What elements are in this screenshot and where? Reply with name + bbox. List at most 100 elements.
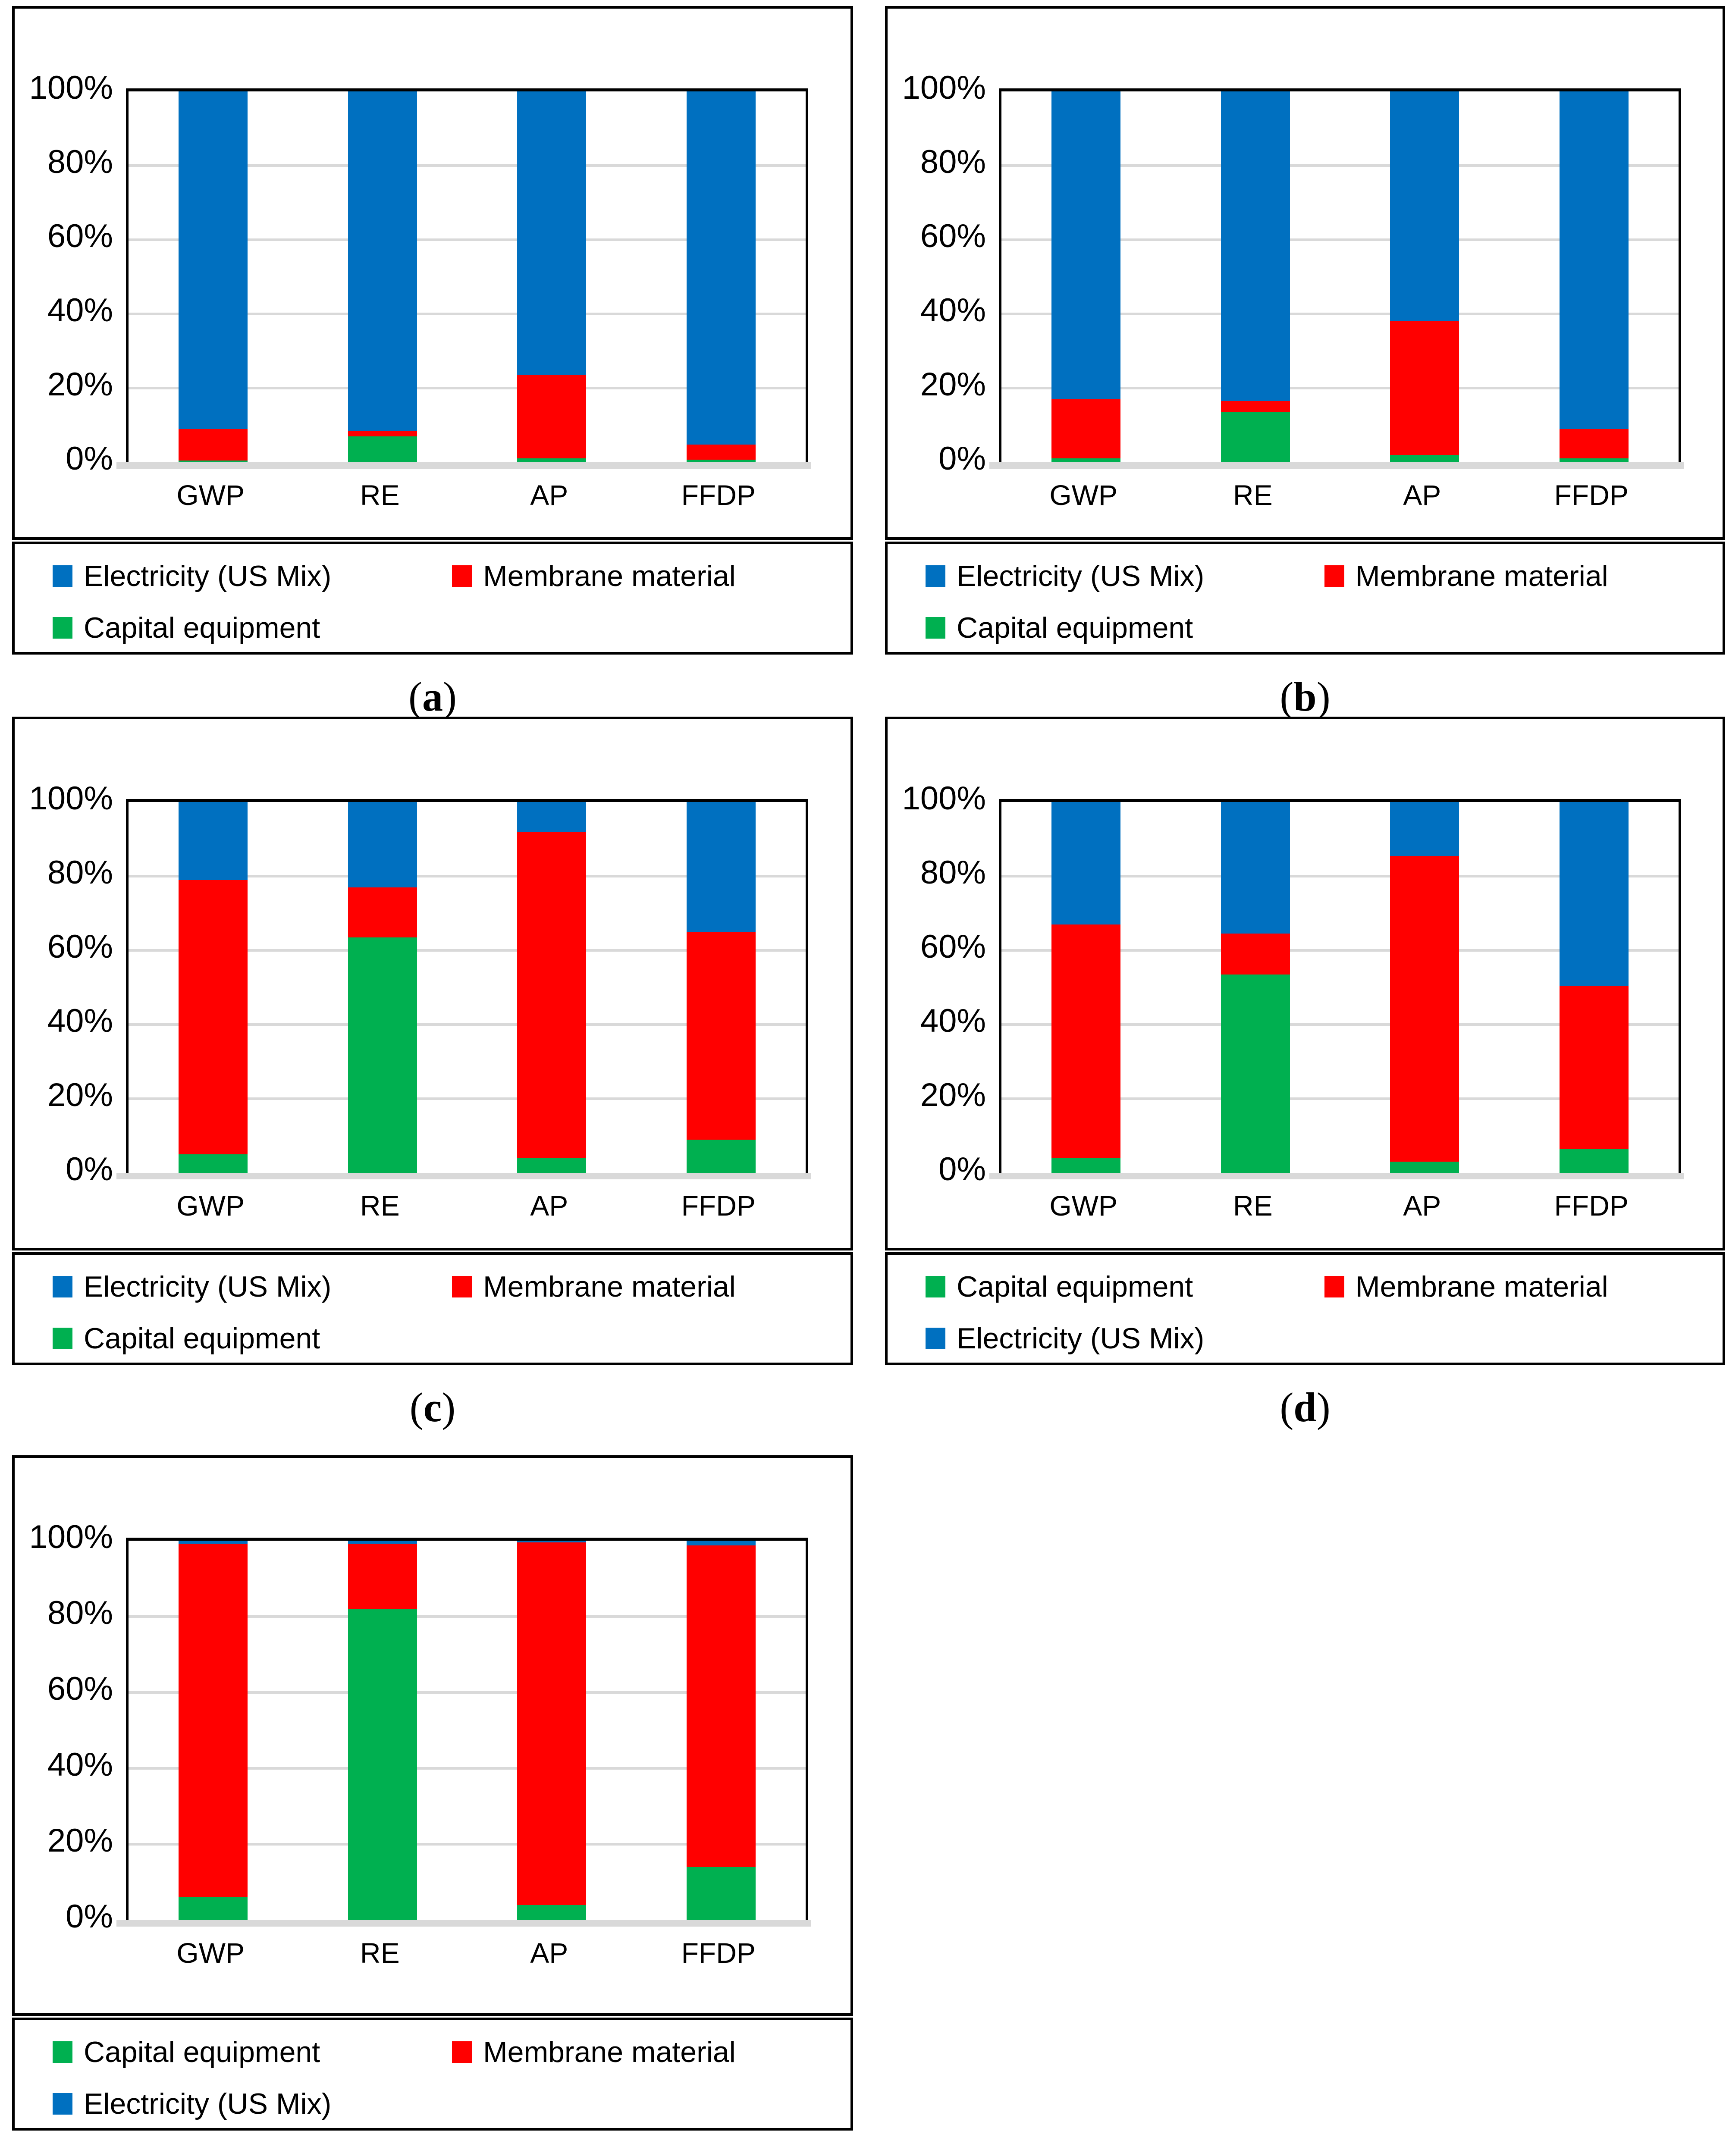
x-tick-label-GWP: GWP <box>176 1190 245 1222</box>
chart-area: 100% 80% 60% 40% 20% 0% GWP RE AP FFDP <box>12 1455 853 2016</box>
bar-RE-segment-electricity <box>1221 91 1290 401</box>
chart-area: 100% 80% 60% 40% 20% 0% GWP RE AP FFDP <box>12 6 853 540</box>
legend: Capital equipment Membrane material Electr… <box>885 1252 1725 1365</box>
legend-item-electricity: Electricity (US Mix) <box>926 561 1204 592</box>
gridline <box>129 164 806 167</box>
gridline <box>129 1691 806 1694</box>
bar-AP-segment-electricity <box>517 802 587 832</box>
y-tick-label: 40% <box>47 1746 113 1783</box>
bar-AP-segment-electricity <box>1390 91 1459 322</box>
gridline <box>1001 164 1679 167</box>
bar-RE-segment-electricity <box>1221 802 1290 934</box>
bar-GWP-segment-membrane <box>1051 399 1121 459</box>
chart-panel-b: 100% 80% 60% 40% 20% 0% GWP RE AP FFDP Electricity… <box>885 6 1725 718</box>
chart-panel-a: 100% 80% 60% 40% 20% 0% GWP RE AP FFDP Electricity… <box>12 6 853 718</box>
bar-GWP-segment-membrane <box>179 880 248 1154</box>
bar-FFDP-segment-membrane <box>1559 429 1629 459</box>
gridline <box>1001 875 1679 877</box>
legend-item-membrane: Membrane material <box>452 1271 736 1302</box>
gridline <box>129 1767 806 1770</box>
bar-AP-segment-membrane <box>1390 321 1459 455</box>
bar-FFDP-segment-membrane <box>1559 985 1629 1149</box>
legend-label: Electricity (US Mix) <box>957 560 1205 592</box>
electricity-swatch-icon <box>53 1276 72 1297</box>
x-tick-label-AP: AP <box>1403 1190 1441 1222</box>
membrane-swatch-icon <box>452 1276 472 1297</box>
chart-area: 100% 80% 60% 40% 20% 0% GWP RE AP FFDP <box>12 717 853 1250</box>
electricity-swatch-icon <box>926 1328 945 1349</box>
chart-panel-e: 100% 80% 60% 40% 20% 0% GWP RE AP FFDP Capital equ… <box>12 1455 853 2156</box>
legend-label: Electricity (US Mix) <box>84 2087 332 2120</box>
gridline <box>129 387 806 389</box>
membrane-swatch-icon <box>1324 565 1344 587</box>
legend-label: Membrane material <box>483 1270 736 1303</box>
bar-RE-segment-capital <box>1221 974 1290 1173</box>
bar-GWP-segment-electricity <box>179 1541 248 1544</box>
legend-label: Capital equipment <box>957 1270 1193 1303</box>
gridline <box>129 1097 806 1100</box>
bar-AP-segment-capital <box>1390 454 1459 462</box>
legend-label: Capital equipment <box>84 2036 320 2068</box>
chart-area: 100% 80% 60% 40% 20% 0% GWP RE AP FFDP <box>885 6 1725 540</box>
bar-GWP-segment-capital <box>179 1154 248 1173</box>
bar-AP-segment-membrane <box>517 375 587 459</box>
x-tick-label-FFDP: FFDP <box>681 1190 756 1222</box>
plot-area <box>989 799 1684 1179</box>
membrane-swatch-icon <box>1324 1276 1344 1297</box>
legend-item-capital: Capital equipment <box>53 2037 320 2068</box>
x-tick-label-RE: RE <box>360 1937 400 1969</box>
capital-swatch-icon <box>53 1328 72 1349</box>
y-tick-label: 20% <box>920 366 986 403</box>
caption-letter: e <box>424 2150 442 2156</box>
y-tick-label: 100% <box>29 780 113 817</box>
bar-FFDP-segment-membrane <box>686 1545 756 1867</box>
legend-label: Membrane material <box>1356 560 1608 592</box>
y-tick-label: 60% <box>920 218 986 254</box>
x-tick-label-AP: AP <box>530 479 568 511</box>
x-tick-label-RE: RE <box>1233 1190 1273 1222</box>
bar-AP-segment-capital <box>517 1905 587 1920</box>
y-tick-label: 80% <box>47 144 113 180</box>
x-tick-label-FFDP: FFDP <box>681 479 756 511</box>
legend: Electricity (US Mix) Membrane material Cap… <box>885 542 1725 655</box>
y-tick-label: 40% <box>47 1003 113 1039</box>
legend: Capital equipment Membrane material Electr… <box>12 2018 853 2131</box>
legend: Electricity (US Mix) Membrane material Cap… <box>12 1252 853 1365</box>
bar-GWP-segment-capital <box>179 1897 248 1920</box>
legend-label: Membrane material <box>483 560 736 592</box>
bar-RE-segment-capital <box>348 937 417 1173</box>
x-tick-label-AP: AP <box>1403 479 1441 511</box>
y-tick-label: 0% <box>66 1898 113 1935</box>
y-tick-label: 0% <box>66 440 113 477</box>
bar-AP-segment-capital <box>1390 1162 1459 1173</box>
bar-FFDP-segment-electricity <box>1559 91 1629 429</box>
x-tick-label-RE: RE <box>360 1190 400 1222</box>
bar-RE-segment-membrane <box>1221 934 1290 975</box>
bar-FFDP-segment-electricity <box>686 1541 756 1545</box>
bar-RE-segment-membrane <box>348 887 417 937</box>
legend-item-electricity: Electricity (US Mix) <box>53 561 331 592</box>
chart-panel-d: 100% 80% 60% 40% 20% 0% GWP RE AP FFDP Capital equ… <box>885 717 1725 1429</box>
panel-caption: (e) <box>12 2151 853 2156</box>
y-tick-label: 20% <box>47 1822 113 1859</box>
electricity-swatch-icon <box>53 2093 72 2115</box>
gridline <box>129 875 806 877</box>
plot-area <box>989 88 1684 469</box>
bar-RE-segment-membrane <box>348 1544 417 1609</box>
bar-GWP-segment-capital <box>1051 1158 1121 1173</box>
capital-swatch-icon <box>926 1276 945 1297</box>
y-tick-label: 0% <box>938 1151 986 1188</box>
x-tick-label-RE: RE <box>360 479 400 511</box>
y-tick-label: 60% <box>920 928 986 965</box>
legend-item-capital: Capital equipment <box>53 1323 320 1354</box>
x-tick-label-GWP: GWP <box>176 1937 245 1969</box>
bar-FFDP-segment-electricity <box>686 91 756 445</box>
y-tick-label: 60% <box>47 218 113 254</box>
bar-AP-segment-electricity <box>1390 802 1459 856</box>
bar-GWP-segment-membrane <box>179 1544 248 1898</box>
bar-GWP-segment-electricity <box>179 802 248 880</box>
legend-label: Electricity (US Mix) <box>84 560 332 592</box>
legend-item-electricity: Electricity (US Mix) <box>926 1323 1204 1354</box>
x-axis-baseline <box>116 1173 811 1179</box>
